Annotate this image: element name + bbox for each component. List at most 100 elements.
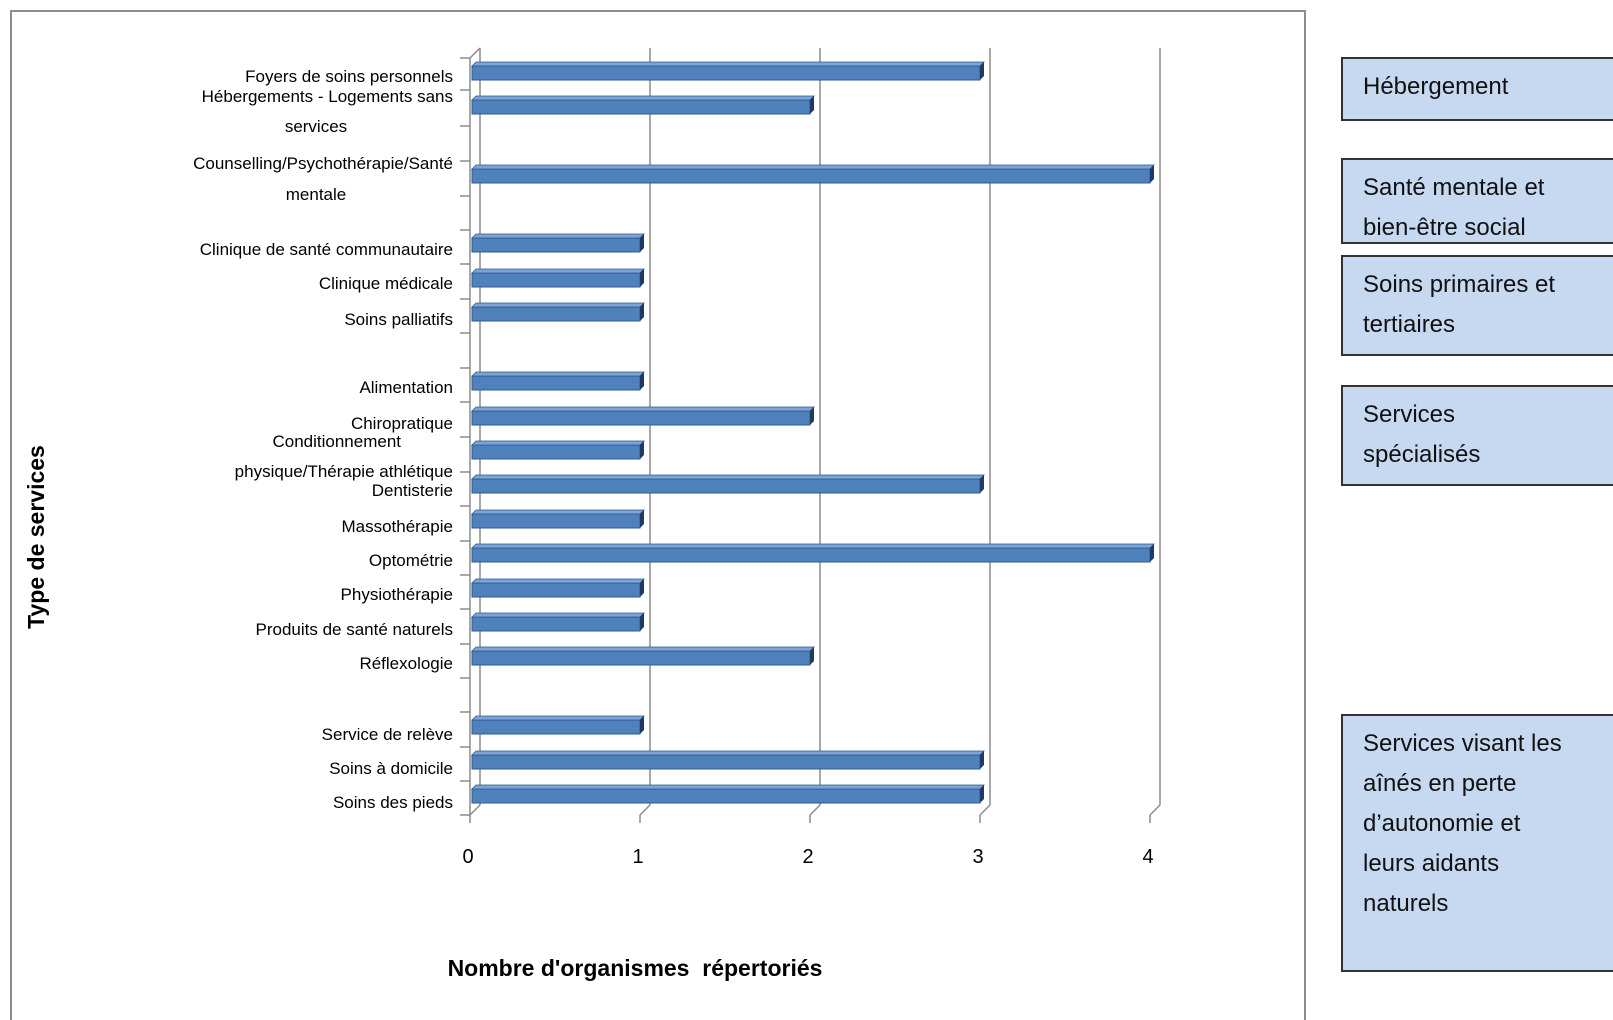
category-label: Optométrie (369, 551, 453, 570)
group-label: Soins primaires et tertiaires (1363, 271, 1556, 338)
bar (471, 582, 641, 598)
bar (471, 754, 981, 770)
bar (471, 65, 981, 81)
y-axis-title: Type de services (23, 445, 49, 629)
gridline-depth (1149, 804, 1161, 816)
category-label: Produits de santé naturels (255, 620, 453, 639)
bar-side (980, 475, 984, 493)
bar-side (640, 716, 644, 734)
bar-side (810, 647, 814, 665)
x-tick-label: 1 (632, 846, 643, 868)
category-label: Conditionnement (272, 432, 401, 451)
category-label: Soins palliatifs (344, 310, 453, 329)
bar-top (471, 233, 645, 239)
bar-side (640, 579, 644, 597)
gridline-depth (979, 804, 991, 816)
bar-side (810, 96, 814, 114)
category-label: Alimentation (359, 378, 453, 397)
gridline-depth (639, 804, 651, 816)
bar (471, 272, 641, 288)
bar-top (471, 302, 645, 308)
category-label: Service de relève (322, 725, 453, 744)
group-soins-primaires: Soins primaires et tertiaires (1341, 255, 1613, 356)
bar-top (471, 61, 985, 67)
x-tick-label: 2 (802, 846, 813, 868)
bar-side (640, 613, 644, 631)
bar-top (471, 784, 985, 790)
bar (471, 547, 1151, 563)
bar (471, 719, 641, 735)
gridline-depth (469, 804, 481, 816)
bar-side (980, 62, 984, 80)
category-label: Clinique médicale (319, 274, 453, 293)
category-label: Dentisterie (372, 481, 453, 500)
x-tick-label: 4 (1142, 846, 1153, 868)
bar-side (640, 510, 644, 528)
bar (471, 616, 641, 632)
bar-top (471, 612, 645, 618)
x-tick-label: 0 (462, 846, 473, 868)
bar-chart: 0 1 2 3 4 Foyers de soins personnelsHébergem… (23, 47, 1161, 981)
bar-top (471, 95, 815, 101)
group-sante-mentale: Santé mentale et bien-être social (1341, 158, 1613, 244)
bar (471, 650, 811, 666)
bar-top (471, 715, 645, 721)
category-label: Soins des pieds (333, 793, 453, 812)
bar (471, 375, 641, 391)
bar (471, 168, 1151, 184)
bar-side (640, 269, 644, 287)
bar-top (471, 543, 1155, 549)
x-axis-title: Nombre d'organismes répertoriés (448, 955, 823, 981)
category-label: Clinique de santé communautaire (200, 240, 453, 259)
bar (471, 513, 641, 529)
bar (471, 788, 981, 804)
gridline-depth (809, 804, 821, 816)
group-label: Services spécialisés (1363, 401, 1481, 468)
bar-side (640, 441, 644, 459)
bar-side (810, 407, 814, 425)
bar-top (471, 646, 815, 652)
bar (471, 99, 811, 115)
group-hebergement: Hébergement (1341, 57, 1613, 121)
x-tick-label: 3 (972, 846, 983, 868)
x-axis-ticks: 0 1 2 3 4 (460, 57, 1154, 868)
bar (471, 478, 981, 494)
bar-top (471, 371, 645, 377)
category-label: Counselling/Psychothérapie/Santé (193, 154, 453, 173)
category-label: Réflexologie (359, 654, 453, 673)
gridlines (469, 47, 1161, 816)
bar-top (471, 578, 645, 584)
group-services-specialises: Services spécialisés (1341, 385, 1613, 486)
bar-top (471, 509, 645, 515)
group-label: Services visant les aînés en perte d’aut… (1363, 730, 1562, 917)
bar-top (471, 474, 985, 480)
bar-side (640, 303, 644, 321)
bar (471, 444, 641, 460)
bar-side (1150, 165, 1154, 183)
category-label: mentale (286, 185, 346, 204)
bar-top (471, 406, 815, 412)
category-label: services (285, 117, 347, 136)
bar (471, 306, 641, 322)
group-label: Santé mentale et bien-être social (1363, 174, 1545, 241)
y-axis-depth (469, 47, 481, 59)
category-label: Massothérapie (341, 517, 453, 536)
bars (471, 61, 1155, 804)
bar-side (980, 785, 984, 803)
bar-side (980, 751, 984, 769)
bar-side (640, 234, 644, 252)
bar-top (471, 440, 645, 446)
category-label: Physiothérapie (341, 585, 453, 604)
bar-side (1150, 544, 1154, 562)
group-services-aines: Services visant les aînés en perte d’aut… (1341, 714, 1613, 972)
group-label: Hébergement (1363, 73, 1509, 100)
bar (471, 237, 641, 253)
bar (471, 410, 811, 426)
bar-top (471, 750, 985, 756)
bar-side (640, 372, 644, 390)
bar-top (471, 268, 645, 274)
category-label: Soins à domicile (329, 759, 453, 778)
category-label: physique/Thérapie athlétique (235, 462, 453, 481)
category-label: Foyers de soins personnels (245, 67, 453, 86)
